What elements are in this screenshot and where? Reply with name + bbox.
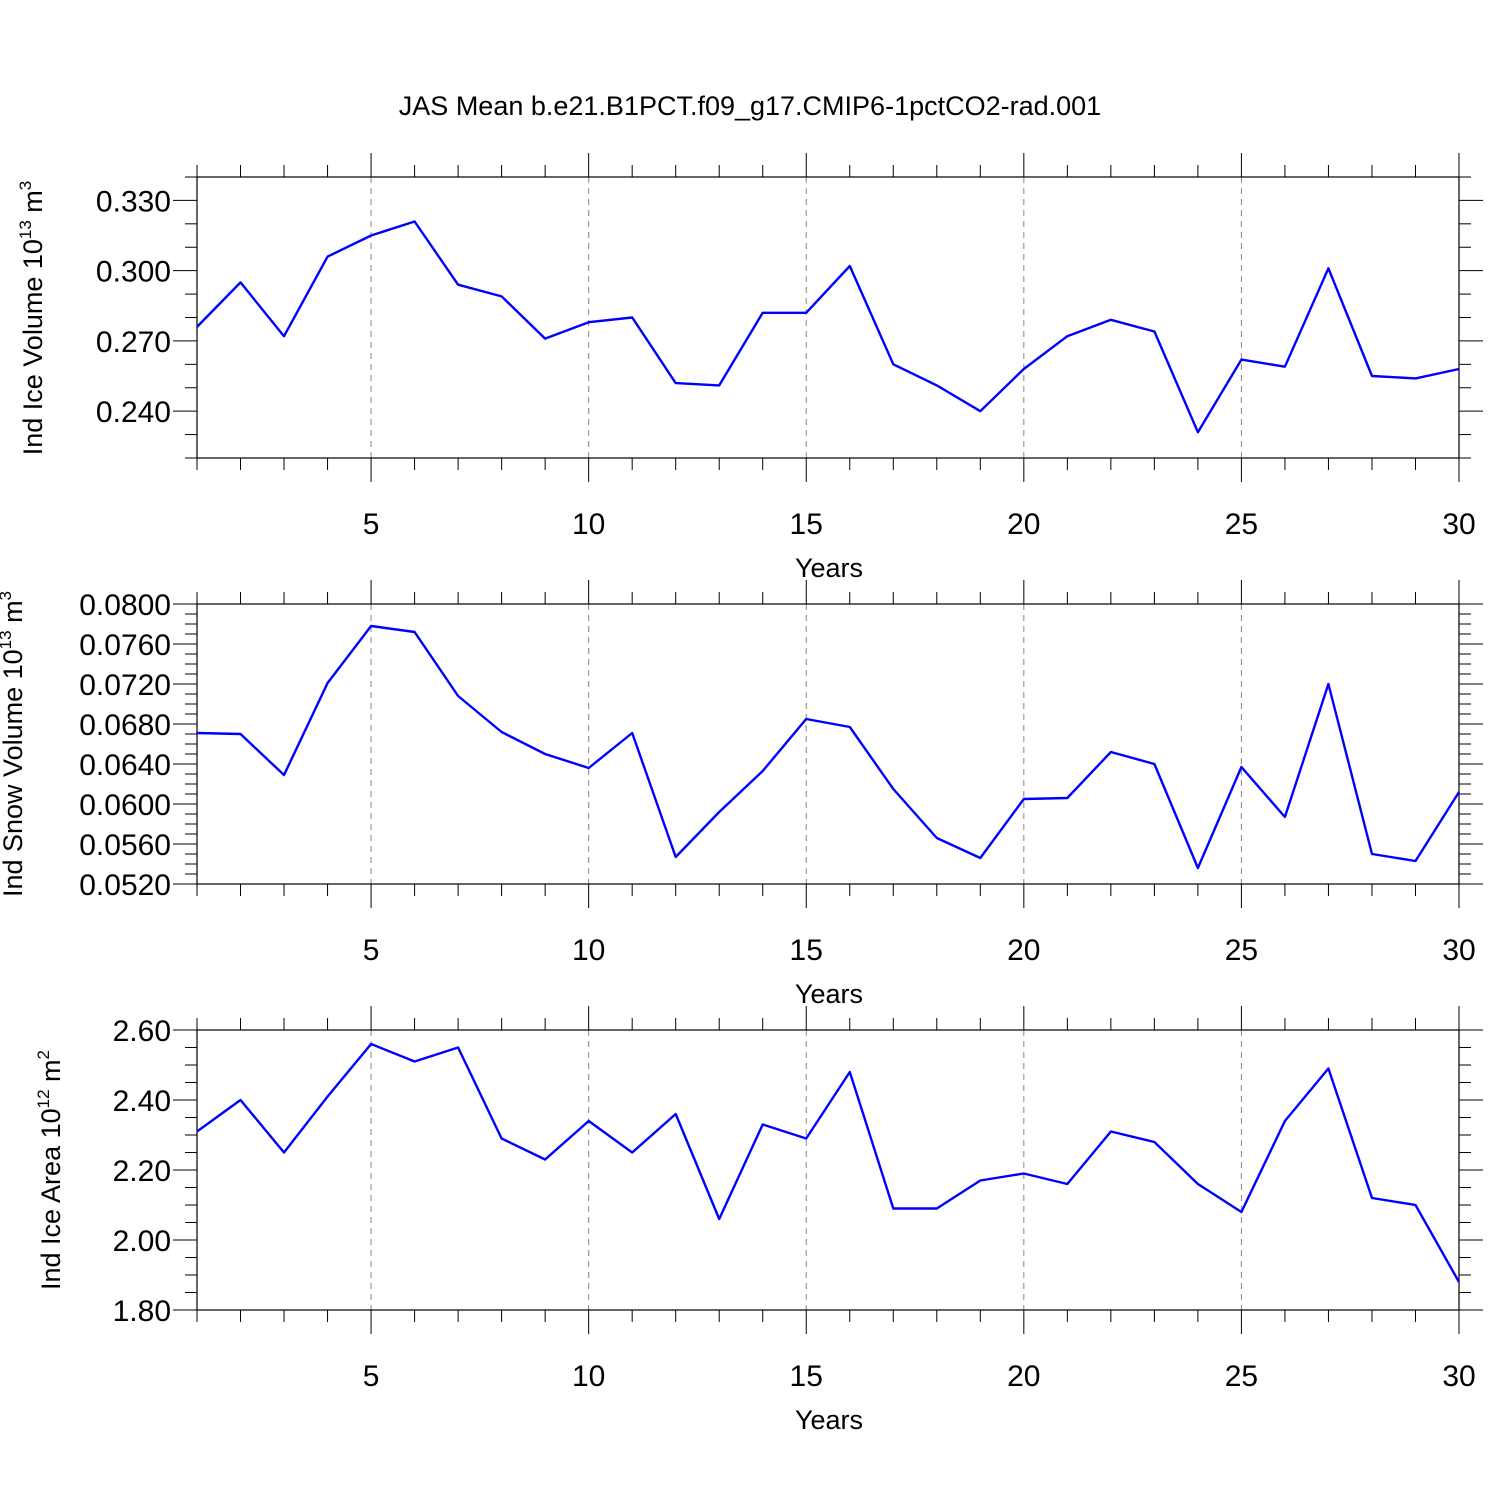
y-axis-label: Ind Ice Area 1012 m2 <box>34 1050 66 1290</box>
x-tick-label: 10 <box>572 934 605 967</box>
y-tick-label: 0.0600 <box>79 789 171 822</box>
y-tick-label: 0.0800 <box>79 589 171 622</box>
x-axis-label: Years <box>795 979 863 1009</box>
y-tick-label: 0.300 <box>96 256 171 289</box>
x-axis-label: Years <box>795 553 863 583</box>
y-tick-label: 2.60 <box>113 1015 171 1048</box>
x-tick-label: 5 <box>363 508 380 541</box>
panel-3: 5 10 15 20 25 30 Years 1.80 2.00 2.20 2.40 2.60 Ind … <box>34 1006 1483 1435</box>
y-tick-label: 0.270 <box>96 326 171 359</box>
x-tick-label: 30 <box>1442 934 1475 967</box>
plot-frame <box>196 603 1460 885</box>
panel-1: 5 10 15 20 25 30 Years 0.240 0.270 0.300 0.330 Ind … <box>16 153 1483 583</box>
x-axis-label: Years <box>795 1405 863 1435</box>
y-tick-label: 0.0560 <box>79 829 171 862</box>
x-tick-label: 15 <box>790 508 823 541</box>
x-tick-label: 20 <box>1007 508 1040 541</box>
y-axis-label: Ind Ice Volume 1013 m3 <box>16 181 48 456</box>
y-tick-label: 0.0720 <box>79 669 171 702</box>
y-tick-label: 2.20 <box>113 1155 171 1188</box>
series-line <box>196 624 1461 870</box>
y-tick-label: 2.40 <box>113 1085 171 1118</box>
y-tick-label: 0.0760 <box>79 629 171 662</box>
plot-frame <box>196 1029 1460 1311</box>
chart-title: JAS Mean b.e21.B1PCT.f09_g17.CMIP6-1pctC… <box>399 91 1101 121</box>
x-tick-label: 5 <box>363 1360 380 1393</box>
y-tick-label: 0.240 <box>96 396 171 429</box>
y-tick-label: 1.80 <box>113 1295 171 1328</box>
y-tick-label: 0.0520 <box>79 869 171 902</box>
x-tick-label: 20 <box>1007 1360 1040 1393</box>
x-tick-label: 20 <box>1007 934 1040 967</box>
y-tick-label: 0.330 <box>96 185 171 218</box>
series-line <box>196 1042 1461 1283</box>
x-tick-label: 25 <box>1225 934 1258 967</box>
x-tick-label: 30 <box>1442 1360 1475 1393</box>
x-tick-label: 5 <box>363 934 380 967</box>
panel-2: 5 10 15 20 25 30 Years 0.0520 0.0560 0.0600 0.0640… <box>0 580 1483 1009</box>
series-line <box>196 220 1460 434</box>
y-tick-label: 0.0680 <box>79 709 171 742</box>
x-tick-label: 25 <box>1225 508 1258 541</box>
plot-frame <box>196 176 1460 459</box>
y-axis-label: Ind Snow Volume 1013 m3 <box>0 591 28 897</box>
y-tick-label: 0.0640 <box>79 749 171 782</box>
x-tick-label: 10 <box>572 508 605 541</box>
y-tick-label: 2.00 <box>113 1225 171 1258</box>
x-tick-label: 10 <box>572 1360 605 1393</box>
x-tick-label: 30 <box>1442 508 1475 541</box>
x-tick-label: 15 <box>790 1360 823 1393</box>
x-tick-label: 15 <box>790 934 823 967</box>
x-tick-label: 25 <box>1225 1360 1258 1393</box>
